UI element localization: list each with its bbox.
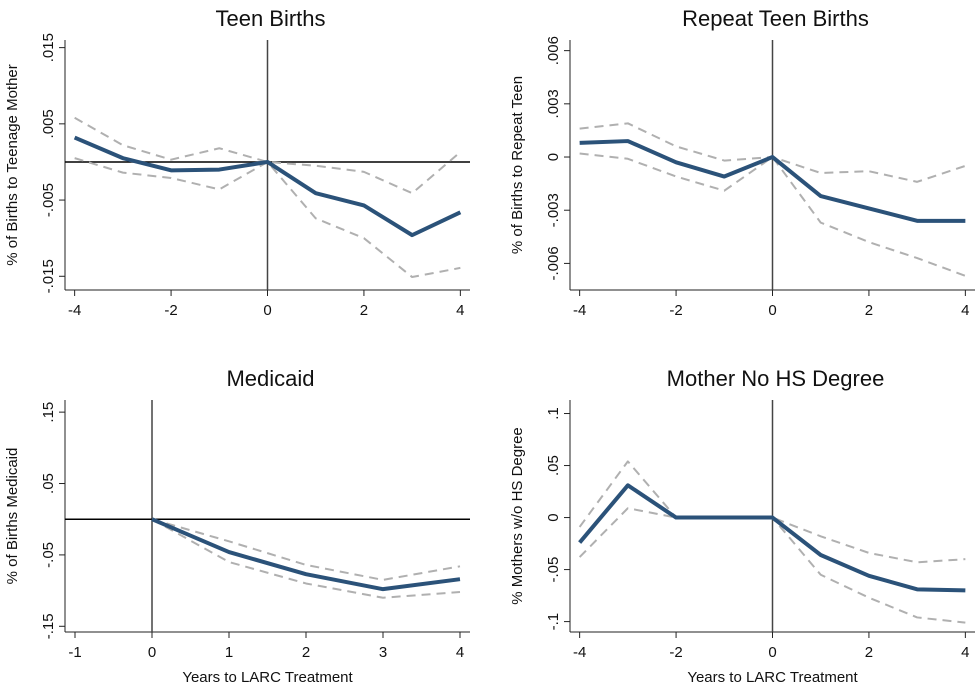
y-tick-label: .003 <box>545 89 562 118</box>
x-tick-label: 0 <box>768 644 776 661</box>
panel-title: Mother No HS Degree <box>667 366 885 391</box>
x-tick-label: 4 <box>961 644 969 661</box>
panel: Medicaid % of Births Medicaid Years to LAR… <box>4 366 470 686</box>
x-tick-label: 2 <box>360 302 368 319</box>
y-tick-label: -.15 <box>40 613 57 639</box>
y-tick-label: -.006 <box>545 246 562 280</box>
panel-title: Medicaid <box>226 366 314 391</box>
y-tick-label: -.015 <box>40 259 57 293</box>
estimate-line <box>578 483 966 593</box>
panel-title: Repeat Teen Births <box>682 6 869 31</box>
x-tick-label: 2 <box>865 644 873 661</box>
panel: Teen Births % of Births to Teenage Mother… <box>4 6 470 319</box>
x-tick-label: -2 <box>669 302 682 319</box>
y-tick-label: 0 <box>545 513 562 521</box>
y-tick-label: .006 <box>545 36 562 65</box>
x-tick-label: 3 <box>379 644 387 661</box>
x-tick-label: -4 <box>573 644 586 661</box>
y-tick-label: .005 <box>40 109 57 138</box>
estimate-line <box>73 135 462 238</box>
y-tick-label: .05 <box>40 473 57 494</box>
y-axis-label: % of Births Medicaid <box>4 448 21 585</box>
y-tick-label: .05 <box>545 455 562 476</box>
y-tick-label: 0 <box>545 153 562 161</box>
panel-title: Teen Births <box>215 6 325 31</box>
ci-line <box>151 518 461 599</box>
y-axis-label: % of Births to Teenage Mother <box>4 64 21 266</box>
y-tick-label: .1 <box>545 407 562 420</box>
x-tick-label: -2 <box>669 644 682 661</box>
y-tick-label: .15 <box>40 402 57 423</box>
ci-line <box>74 116 462 195</box>
estimate-line <box>151 517 461 592</box>
x-tick-label: 0 <box>148 644 156 661</box>
x-tick-label: 0 <box>263 302 271 319</box>
x-tick-label: -2 <box>164 302 177 319</box>
x-tick-label: 1 <box>225 644 233 661</box>
ci-line <box>578 460 966 564</box>
x-tick-label: 2 <box>865 302 873 319</box>
y-axis-label: % of Births to Repeat Teen <box>509 76 526 254</box>
ci-line <box>579 152 966 277</box>
x-tick-label: 4 <box>456 302 464 319</box>
x-tick-label: 4 <box>961 302 969 319</box>
panel: Repeat Teen Births % of Births to Repeat … <box>509 6 975 319</box>
y-tick-label: -.005 <box>40 183 57 217</box>
x-tick-label: 2 <box>302 644 310 661</box>
y-tick-label: -.003 <box>545 193 562 227</box>
ci-line <box>151 518 461 581</box>
x-axis-label: Years to LARC Treatment <box>182 669 353 686</box>
estimate-line <box>579 139 966 223</box>
x-tick-label: 0 <box>768 302 776 319</box>
x-tick-label: -1 <box>68 644 81 661</box>
y-tick-label: -.05 <box>545 557 562 583</box>
x-tick-label: -4 <box>573 302 586 319</box>
x-tick-label: 4 <box>456 644 464 661</box>
y-tick-label: -.1 <box>545 613 562 631</box>
y-axis-label: % Mothers w/o HS Degree <box>509 427 526 605</box>
y-tick-label: .015 <box>40 33 57 62</box>
y-tick-label: -.05 <box>40 542 57 568</box>
panel: Mother No HS Degree % Mothers w/o HS Degr… <box>509 366 975 686</box>
x-tick-label: -4 <box>68 302 81 319</box>
x-axis-label: Years to LARC Treatment <box>687 669 858 686</box>
